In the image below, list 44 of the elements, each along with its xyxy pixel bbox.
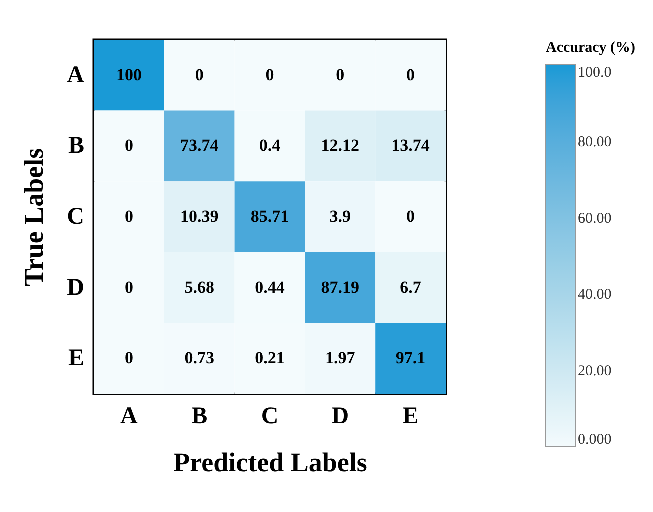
color-bar-label: 20.00 [578,364,612,380]
legend-title: Accuracy (%) [546,40,636,56]
data-label: 85.71 [250,207,290,226]
data-label: 13.74 [392,136,430,156]
y-tick-label: E [68,346,84,372]
data-label: 0 [336,65,345,84]
data-label: 0 [195,65,204,84]
data-label: 0 [266,65,274,84]
color-bar-label: 80.00 [578,134,612,150]
data-label: 73.74 [180,136,220,156]
x-tick-label: C [261,404,279,430]
data-label: 0 [406,207,416,226]
data-label: 0 [124,207,134,226]
data-label: 0 [124,278,134,297]
data-label: 0.21 [255,348,285,368]
data-label: 0.44 [255,278,286,297]
data-label: 87.19 [321,278,360,297]
y-tick-label: A [67,62,86,88]
color-bar-label: 100.0 [578,65,612,81]
data-label: 100 [116,65,142,84]
data-label: 0 [124,136,134,156]
color-bar-label: 60.00 [578,210,612,227]
x-tick-label: E [402,404,419,430]
data-label: 5.68 [184,278,214,297]
x-tick-label: A [120,404,139,430]
color-bar-label: 0.000 [578,432,612,448]
y-axis-title: True Labels [19,148,50,287]
data-label: 0 [406,65,416,84]
data-label: 12.12 [321,136,360,156]
x-tick-label: B [192,404,208,430]
color-bar-label: 40.00 [578,287,612,304]
y-tick-label: D [67,274,84,301]
data-label: 0.73 [184,348,214,368]
data-label: 0 [124,348,134,368]
y-tick-label: B [68,133,84,160]
data-label: 6.7 [400,278,422,297]
data-label: 10.39 [180,207,219,226]
data-label: 1.97 [326,348,356,368]
data-label: 3.9 [330,207,352,226]
data-label: 97.1 [396,348,426,368]
y-tick-label: C [67,204,84,230]
x-axis-title: Predicted Labels [174,448,368,478]
data-label: 0.4 [259,136,282,156]
x-tick-label: D [332,404,350,430]
